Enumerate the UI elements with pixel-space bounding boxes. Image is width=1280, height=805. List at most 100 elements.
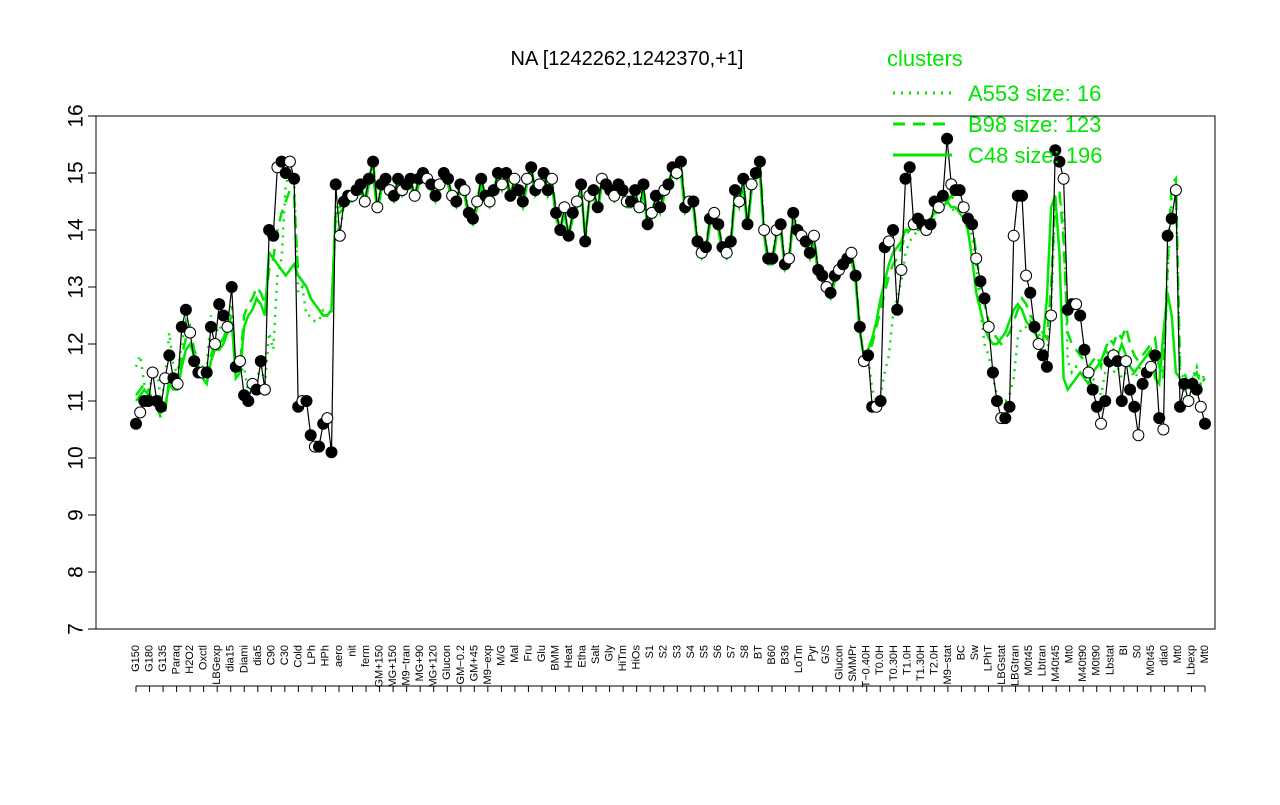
data-point: [712, 218, 725, 231]
x-tick-label: S2: [658, 645, 670, 658]
data-point: [325, 446, 338, 459]
data-point: [887, 224, 899, 236]
data-point: [729, 184, 741, 197]
data-point: [899, 172, 912, 185]
x-tick-label: Lbtran: [1037, 645, 1049, 676]
x-tick-label: H2O2: [184, 645, 196, 674]
x-tick-label: Mt0: [1064, 645, 1076, 663]
legend: clusters A553 size: 16 B98 size: 123 C48 s…: [887, 46, 1103, 168]
data-point: [504, 189, 517, 202]
data-point: [986, 366, 999, 379]
data-point: [213, 298, 226, 311]
x-tick-label: M40t45: [1050, 645, 1062, 682]
data-point: [808, 229, 820, 242]
x-tick-label: MG+150: [387, 645, 399, 688]
data-point: [1078, 343, 1091, 356]
data-point: [1128, 400, 1141, 413]
data-point: [587, 184, 600, 197]
data-point: [774, 218, 787, 231]
data-point: [179, 303, 192, 316]
legend-title: clusters: [887, 46, 963, 71]
data-point: [329, 178, 342, 191]
x-tick-label: dia15: [225, 645, 237, 672]
x-tick-label: LoTm: [793, 645, 805, 673]
data-point: [803, 246, 816, 259]
x-tick-label: M/G: [495, 645, 507, 666]
data-point: [466, 212, 479, 225]
data-point: [1016, 189, 1028, 202]
x-tick-label: SMMPr: [847, 645, 859, 682]
data-point: [1153, 412, 1166, 425]
data-point: [662, 178, 675, 191]
x-tick-label: M9−stat: [942, 645, 954, 684]
data-point: [371, 201, 384, 214]
data-point: [1115, 395, 1128, 407]
data-point: [1040, 360, 1053, 373]
x-tick-label: T0.0H: [874, 645, 886, 675]
x-tick-label: M0t90: [1091, 645, 1103, 676]
x-tick-label: Heat: [563, 645, 575, 668]
x-tick-label: Oxctl: [198, 645, 210, 670]
data-point: [487, 184, 500, 197]
data-point: [708, 206, 721, 219]
data-point: [579, 235, 592, 248]
data-point: [1024, 286, 1037, 299]
data-point: [978, 292, 991, 305]
data-point: [283, 155, 296, 168]
x-tick-label: T1.0H: [901, 645, 913, 675]
data-point: [267, 229, 280, 242]
data-point: [1053, 155, 1066, 168]
data-point: [641, 218, 654, 231]
data-point: [758, 224, 771, 236]
x-tick-label: BC: [955, 645, 967, 660]
x-tick-label: LBGtran: [1010, 645, 1022, 686]
data-point: [849, 269, 862, 282]
data-point: [799, 235, 812, 248]
data-point: [591, 201, 604, 214]
data-point: [1086, 383, 1099, 396]
x-tick-label: GM−0.2: [455, 645, 467, 684]
x-tick-label: B36: [780, 645, 792, 665]
data-point: [321, 412, 334, 425]
data-point: [175, 320, 188, 333]
x-tick-label: MG+90: [414, 645, 426, 681]
x-tick-label: Glucon: [441, 645, 453, 680]
data-point: [720, 246, 733, 259]
data-point: [146, 366, 159, 379]
x-tick-label: S5: [698, 645, 710, 658]
data-point: [1161, 229, 1174, 242]
data-point: [279, 167, 292, 179]
data-point: [1165, 212, 1178, 225]
x-tick-label: S0: [1131, 645, 1143, 658]
data-point: [966, 218, 979, 231]
data-point: [895, 263, 908, 276]
data-point: [546, 172, 558, 185]
data-point: [221, 320, 234, 333]
data-point: [745, 178, 758, 191]
data-point: [483, 195, 496, 208]
legend-label: C48 size: 196: [968, 143, 1103, 168]
data-point: [1182, 395, 1195, 407]
data-point: [562, 229, 575, 242]
x-tick-label: BI: [1118, 645, 1130, 655]
y-tick-label: 9: [65, 509, 88, 521]
x-tick-label: S8: [739, 645, 751, 658]
data-point: [217, 309, 230, 322]
data-point: [566, 206, 579, 219]
x-tick-label: nit: [347, 645, 359, 657]
x-tick-label: T2.0H: [928, 645, 940, 675]
data-point: [288, 172, 301, 185]
data-point: [874, 395, 887, 407]
data-point: [254, 355, 267, 368]
x-tick-label: Mt0: [1199, 645, 1211, 663]
y-tick-label: 15: [65, 161, 88, 184]
legend-label: A553 size: 16: [968, 81, 1101, 106]
data-point: [1099, 395, 1112, 407]
data-point: [845, 246, 858, 259]
x-tick-label: Mal: [509, 645, 521, 663]
x-tick-label: G135: [157, 645, 169, 672]
x-tick-label: Pyr: [807, 645, 819, 662]
data-point: [1090, 400, 1103, 413]
data-point: [749, 167, 762, 179]
